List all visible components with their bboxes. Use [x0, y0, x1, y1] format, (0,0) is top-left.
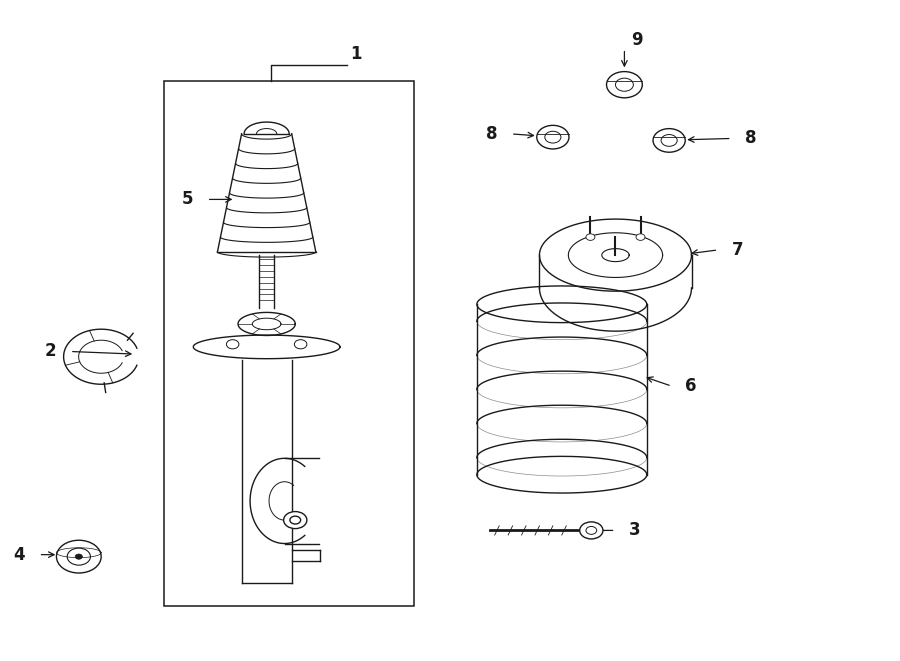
- Circle shape: [607, 71, 643, 98]
- Text: 5: 5: [182, 190, 194, 208]
- Circle shape: [536, 126, 569, 149]
- Bar: [164, 81, 414, 605]
- Circle shape: [580, 522, 603, 539]
- Text: 8: 8: [486, 125, 498, 143]
- Circle shape: [636, 234, 645, 241]
- Circle shape: [662, 135, 677, 146]
- Circle shape: [586, 526, 597, 534]
- Text: 4: 4: [14, 546, 25, 564]
- Text: 3: 3: [629, 522, 641, 539]
- Circle shape: [290, 516, 301, 524]
- Text: 7: 7: [732, 241, 743, 259]
- Circle shape: [586, 234, 595, 241]
- Text: 6: 6: [685, 377, 697, 395]
- Circle shape: [294, 340, 307, 349]
- Text: 2: 2: [45, 342, 57, 360]
- Text: 9: 9: [632, 31, 644, 49]
- Circle shape: [653, 129, 685, 152]
- Text: 8: 8: [745, 130, 757, 147]
- Circle shape: [227, 340, 239, 349]
- Circle shape: [544, 132, 561, 143]
- Circle shape: [284, 512, 307, 529]
- Circle shape: [76, 554, 83, 559]
- Circle shape: [68, 548, 90, 565]
- Circle shape: [57, 540, 101, 573]
- Circle shape: [616, 78, 634, 91]
- Text: 1: 1: [350, 45, 361, 63]
